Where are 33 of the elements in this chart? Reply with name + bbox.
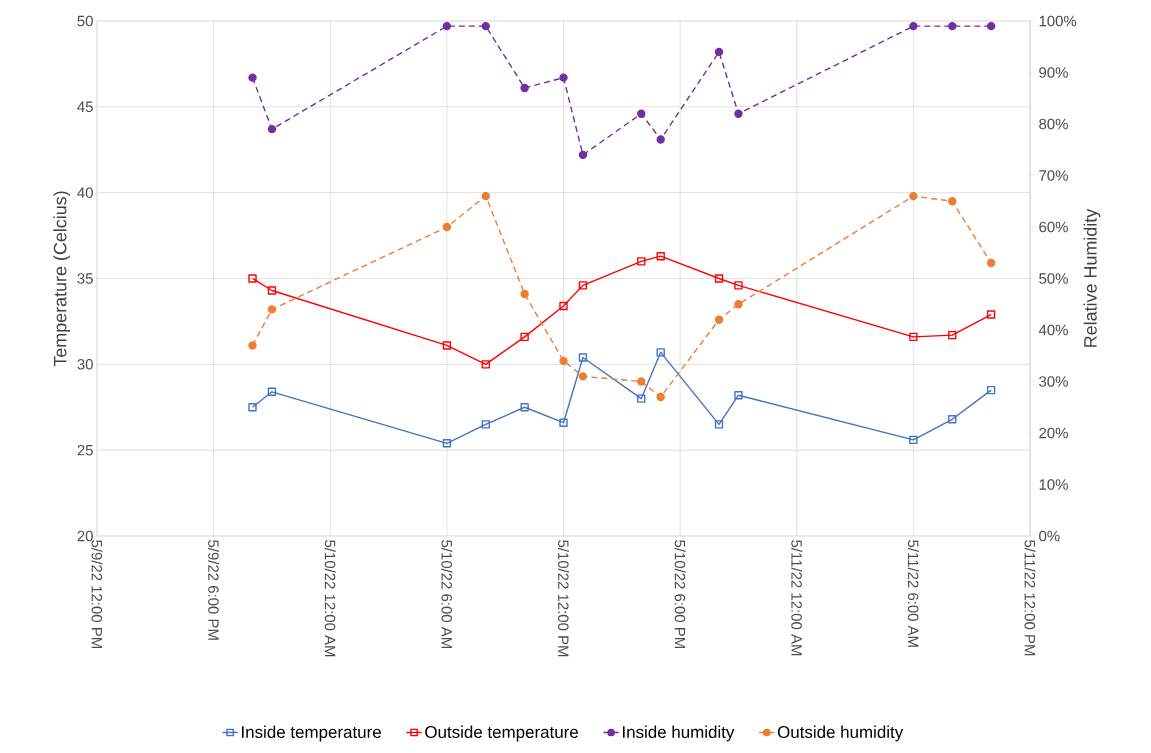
y-tick-label: 25	[77, 444, 93, 456]
legend-label: Outside humidity	[777, 725, 904, 742]
y-tick-label: 35	[77, 273, 93, 284]
y2-tick-label: 70%	[1039, 170, 1068, 181]
x-tick-label: 5/11/22 12:00 AM	[791, 540, 803, 656]
x-tick-label: 5/10/22 12:00 AM	[324, 540, 336, 657]
x-tick-label: 5/9/22 12:00 PM	[91, 540, 103, 648]
y-axis-title: Temperature (Celcius)	[53, 191, 71, 367]
x-tick-label: 5/10/22 6:00 PM	[674, 540, 686, 648]
y2-tick-label: 0%	[1039, 530, 1060, 542]
y2-tick-label: 30%	[1039, 376, 1068, 387]
legend-label: Inside temperature	[242, 725, 381, 742]
x-tick-label: 5/10/22 12:00 PM	[558, 540, 569, 657]
y2-tick-label: 80%	[1039, 118, 1068, 130]
x-tick-label: 5/9/22 6:00 PM	[208, 540, 220, 640]
legend-label: Outside temperature	[425, 725, 578, 742]
y2-tick-label: 20%	[1039, 427, 1068, 439]
y2-tick-label: 50%	[1039, 273, 1068, 284]
y2-tick-label: 10%	[1039, 479, 1068, 490]
x-tick-label: 5/10/22 6:00 AM	[441, 540, 453, 648]
y2-tick-label: 90%	[1039, 67, 1068, 78]
y2-axis-title: Relative Humidity	[1083, 208, 1101, 347]
x-tick-label: 5/11/22 12:00 PM	[1024, 540, 1036, 656]
y2-tick-label: 100%	[1039, 15, 1077, 27]
x-tick-label: 5/11/22 6:00 AM	[907, 540, 919, 647]
y-tick-label: 50	[77, 15, 93, 27]
y2-tick-label: 40%	[1038, 324, 1068, 336]
y-tick-label: 20	[77, 530, 93, 542]
y2-tick-label: 60%	[1039, 221, 1068, 233]
y-tick-label: 40	[77, 187, 93, 198]
legend-label: Inside humidity	[623, 725, 735, 742]
y-tick-label: 45	[77, 101, 93, 113]
y-tick-label: 30	[77, 359, 93, 370]
